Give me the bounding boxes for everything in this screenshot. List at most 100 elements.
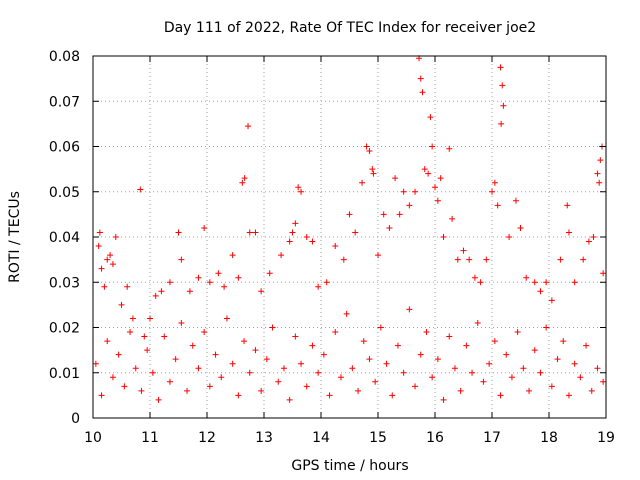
data-point [96,229,103,236]
data-point [497,392,504,399]
data-point [98,392,105,399]
data-point [166,378,173,385]
data-point [121,383,128,390]
data-point [466,256,473,263]
data-point [548,383,555,390]
data-point [124,283,131,290]
data-point [548,297,555,304]
data-point [349,365,356,372]
data-point [417,351,424,358]
data-point [377,324,384,331]
data-point [588,387,595,394]
x-tick-label: 16 [426,430,444,446]
data-point [537,369,544,376]
y-tick-label: 0 [71,411,80,427]
data-point [494,202,501,209]
data-point [241,175,248,182]
data-point [417,75,424,82]
data-point [512,197,519,204]
data-point [389,392,396,399]
data-point [560,338,567,345]
data-point [491,179,498,186]
data-point [392,175,399,182]
data-point [396,211,403,218]
data-point [246,369,253,376]
y-axis-label: ROTI / TECUs [7,191,23,283]
data-point [178,256,185,263]
y-tick-label: 0.06 [49,140,80,156]
data-point [571,279,578,286]
data-point [189,342,196,349]
data-point [332,243,339,250]
data-point [144,347,151,354]
data-point [109,261,116,268]
data-point [129,315,136,322]
data-point [429,374,436,381]
x-tick-label: 14 [312,430,330,446]
data-point [206,279,213,286]
data-point [531,279,538,286]
data-point [425,170,432,177]
data-point [531,347,538,354]
data-point [147,315,153,322]
data-point [252,229,259,236]
data-point [149,369,156,376]
data-point [594,170,601,177]
data-point [597,157,604,164]
data-point [400,188,407,195]
data-point [577,374,584,381]
data-point [477,279,484,286]
data-point [298,360,305,367]
data-point [337,374,344,381]
data-point [437,175,444,182]
data-point [158,288,165,295]
data-point [246,229,253,236]
data-point [590,234,597,240]
data-point [557,256,564,263]
data-point [275,378,282,385]
x-axis-label: GPS time / hours [291,458,408,474]
data-point [235,392,242,399]
data-point [118,301,125,308]
data-point [412,383,419,390]
data-point [95,243,102,250]
data-point [332,329,339,336]
data-point [186,288,193,295]
data-point [486,360,493,367]
data-point [309,342,316,349]
data-point [292,220,299,227]
data-point [201,329,208,336]
data-point [520,365,527,372]
data-point [229,360,236,367]
data-point [172,356,179,363]
data-point [360,338,367,345]
data-point [263,356,270,363]
data-point [340,256,347,263]
data-point [497,64,504,71]
data-point [419,89,426,96]
data-point [286,396,293,403]
data-point [221,283,228,290]
data-point [394,342,401,349]
data-point [565,392,572,399]
data-point [141,333,148,340]
data-point [480,378,487,385]
x-tick-label: 11 [141,430,159,446]
data-point [543,279,550,286]
data-point [366,148,373,155]
data-point [343,310,350,317]
data-point [454,256,461,263]
y-tick-label: 0.02 [49,321,80,337]
y-tick-label: 0.01 [49,366,80,382]
data-point [460,247,467,254]
data-point [132,365,139,372]
data-point [383,360,390,367]
data-point [289,229,296,236]
y-tick-label: 0.04 [49,230,80,246]
data-point [434,356,441,363]
data-point [292,333,299,340]
data-point [241,338,248,345]
data-point [537,288,544,295]
data-point [252,347,259,354]
data-point [380,211,387,218]
